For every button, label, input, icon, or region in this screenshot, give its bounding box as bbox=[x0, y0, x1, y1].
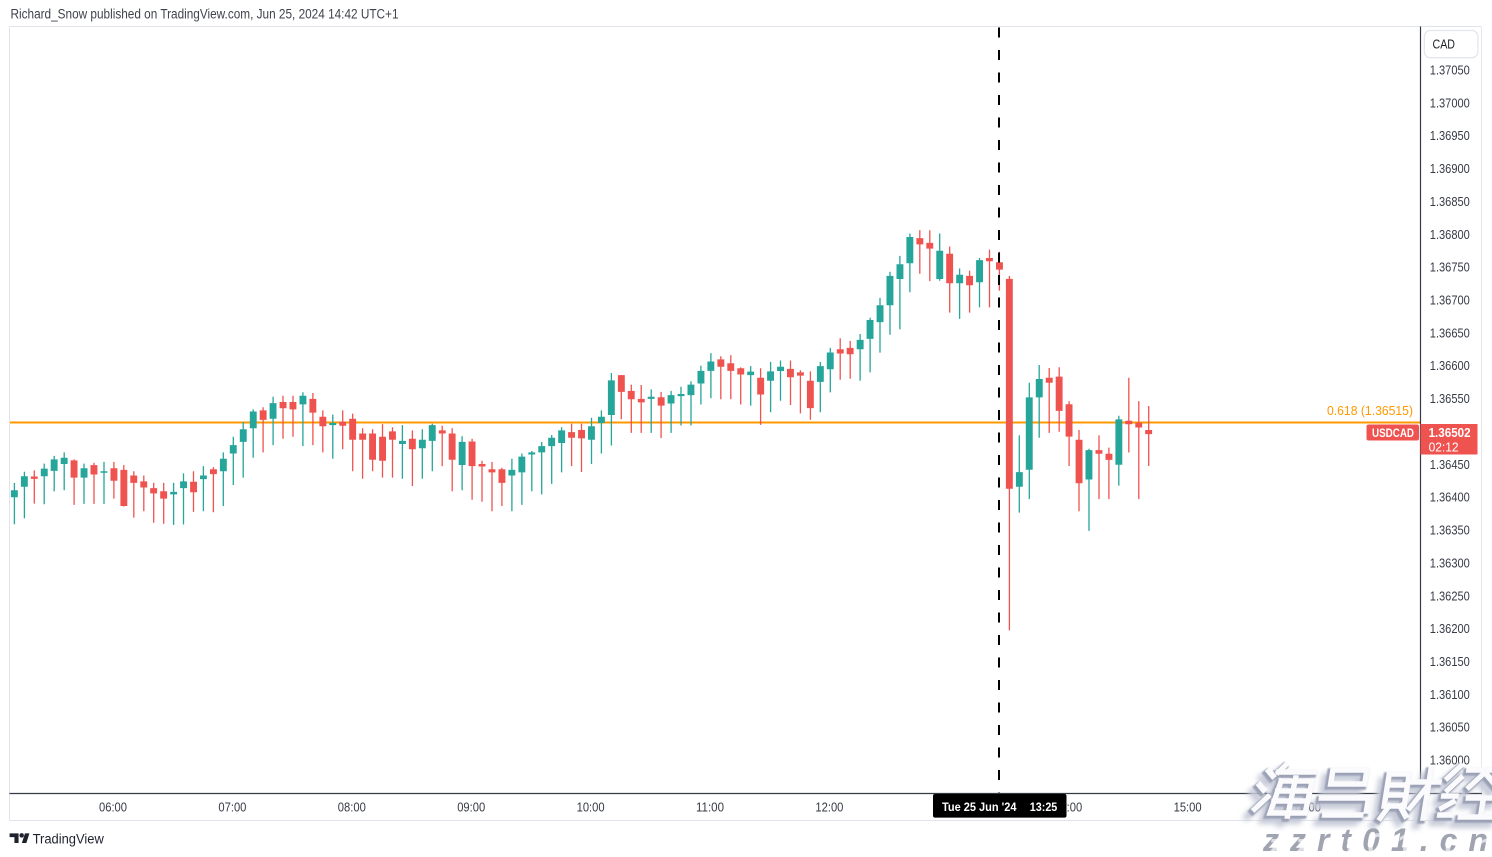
svg-text:1.36050: 1.36050 bbox=[1430, 721, 1470, 735]
svg-text:1.36800: 1.36800 bbox=[1430, 228, 1470, 242]
svg-text:1.36950: 1.36950 bbox=[1430, 129, 1470, 143]
svg-text:02:12: 02:12 bbox=[1429, 440, 1459, 454]
svg-text:15:00: 15:00 bbox=[1174, 801, 1202, 815]
svg-text:1.36250: 1.36250 bbox=[1430, 589, 1470, 603]
svg-text:CAD: CAD bbox=[1433, 37, 1456, 51]
svg-text:1.36700: 1.36700 bbox=[1430, 294, 1470, 308]
svg-text:1.36350: 1.36350 bbox=[1430, 524, 1470, 538]
svg-text:1.36450: 1.36450 bbox=[1430, 458, 1470, 472]
svg-text:zzrt01.cn: zzrt01.cn bbox=[1267, 827, 1492, 857]
svg-text:1.36100: 1.36100 bbox=[1430, 688, 1470, 702]
svg-text:1.36502: 1.36502 bbox=[1429, 426, 1471, 440]
svg-text:11:00: 11:00 bbox=[696, 801, 724, 815]
svg-text:USDCAD: USDCAD bbox=[1372, 428, 1414, 440]
svg-text:09:00: 09:00 bbox=[457, 801, 485, 815]
svg-text:Tue 25 Jun '24: Tue 25 Jun '24 bbox=[942, 800, 1017, 814]
svg-text:TradingView: TradingView bbox=[33, 832, 104, 847]
svg-text:0.618 (1.36515): 0.618 (1.36515) bbox=[1327, 403, 1413, 418]
svg-text:1.36550: 1.36550 bbox=[1430, 392, 1470, 406]
svg-text:1.36750: 1.36750 bbox=[1430, 261, 1470, 275]
svg-text:1.36150: 1.36150 bbox=[1430, 655, 1470, 669]
svg-text:1.36400: 1.36400 bbox=[1430, 491, 1470, 505]
svg-text:1.36200: 1.36200 bbox=[1430, 622, 1470, 636]
svg-text:12:00: 12:00 bbox=[815, 801, 843, 815]
svg-text:1.37050: 1.37050 bbox=[1430, 64, 1470, 78]
svg-text:zzrt01.cn: zzrt01.cn bbox=[1262, 822, 1492, 857]
svg-text:06:00: 06:00 bbox=[99, 801, 127, 815]
svg-text:1.37000: 1.37000 bbox=[1430, 96, 1470, 110]
svg-text:Richard_Snow published on Trad: Richard_Snow published on TradingView.co… bbox=[11, 7, 399, 22]
svg-text:1.36300: 1.36300 bbox=[1430, 556, 1470, 570]
svg-text:13:25: 13:25 bbox=[1030, 800, 1058, 814]
svg-text:1.36650: 1.36650 bbox=[1430, 326, 1470, 340]
svg-text:07:00: 07:00 bbox=[218, 801, 246, 815]
svg-text:10:00: 10:00 bbox=[577, 801, 605, 815]
svg-text:1.36600: 1.36600 bbox=[1430, 359, 1470, 373]
svg-text:1.36850: 1.36850 bbox=[1430, 195, 1470, 209]
svg-text:1.36900: 1.36900 bbox=[1430, 162, 1470, 176]
svg-text:08:00: 08:00 bbox=[338, 801, 366, 815]
